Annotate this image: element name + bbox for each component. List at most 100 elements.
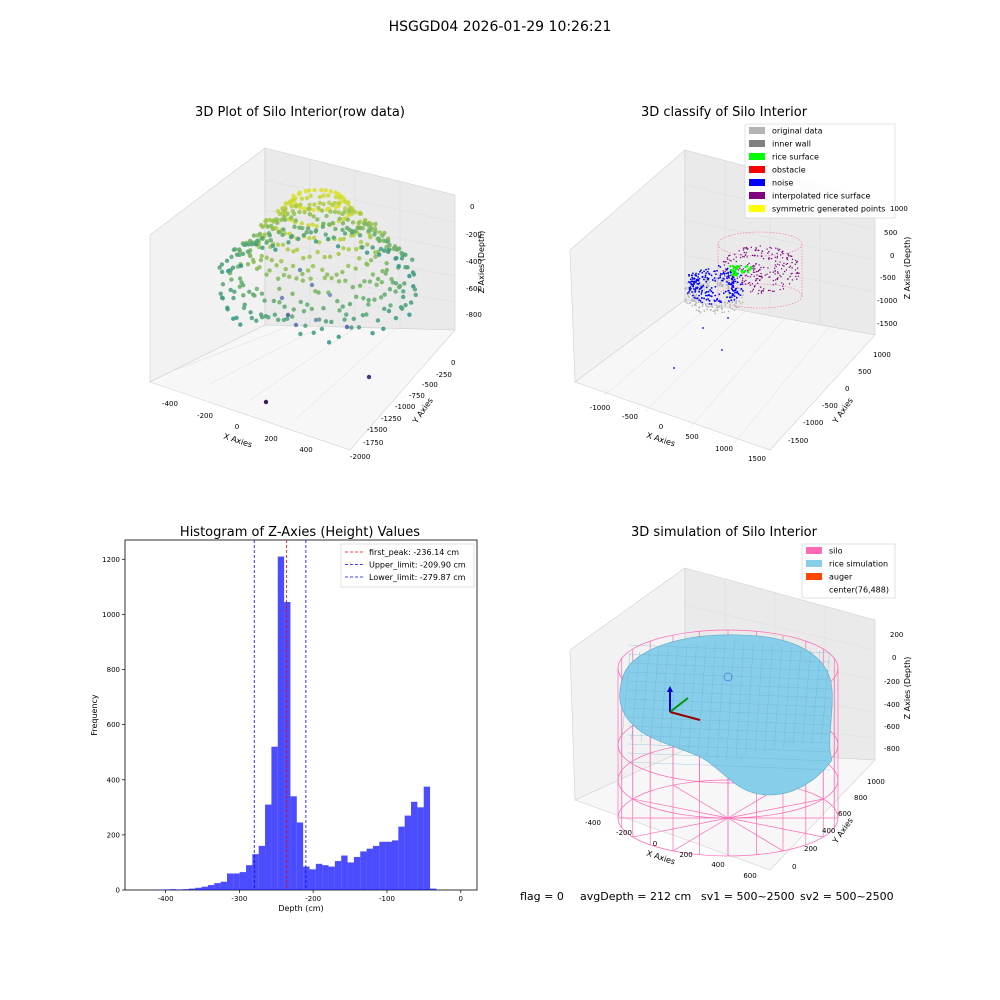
interpolated-point (759, 268, 761, 271)
raw-point (320, 224, 326, 230)
histogram-bar (322, 865, 329, 890)
interpolated-point (745, 274, 748, 276)
raw-point (346, 263, 351, 269)
raw-point (262, 298, 267, 303)
noise-point (736, 290, 739, 293)
histogram-bar (366, 848, 373, 890)
original-point (709, 309, 712, 312)
interpolated-point (796, 260, 798, 263)
raw-point (335, 244, 341, 249)
interpolated-point (743, 256, 745, 258)
histogram-bar (296, 822, 304, 890)
histogram-y-tick: 400 (107, 776, 120, 784)
interpolated-point (775, 265, 777, 268)
original-point (727, 286, 730, 288)
legend-entry: obstacle (772, 166, 806, 175)
interpolated-point (749, 291, 752, 293)
interpolated-point (767, 267, 769, 269)
original-point (731, 307, 733, 310)
interpolated-point (779, 261, 781, 263)
original-point (706, 308, 708, 311)
interpolated-point (785, 269, 788, 271)
raw-point (291, 249, 296, 254)
raw-point (259, 291, 265, 296)
rice-mesh-line (707, 642, 716, 757)
original-point (716, 307, 719, 309)
interpolated-point (730, 260, 732, 262)
original-point (698, 284, 700, 287)
raw-point (264, 255, 269, 260)
noise-point (704, 292, 707, 294)
interpolated-point (752, 271, 755, 273)
raw-point (259, 253, 264, 259)
classify-z-tick: -1500 (877, 320, 897, 328)
noise-point (731, 293, 734, 296)
original-point (728, 279, 730, 282)
rice-surface-point (745, 265, 749, 268)
original-point (701, 305, 704, 308)
original-point (695, 302, 698, 304)
raw-point (326, 340, 332, 345)
raw-point (230, 265, 236, 270)
raw-point (300, 278, 306, 283)
histogram-bar (214, 883, 221, 890)
noise-point (736, 281, 739, 284)
interpolated-point (764, 274, 766, 276)
raw-point (373, 221, 378, 227)
noise-point (718, 299, 720, 302)
interpolated-point (740, 264, 742, 267)
noise-point (714, 279, 717, 282)
histogram-bar (258, 845, 266, 890)
raw-point (380, 269, 385, 274)
original-point (714, 312, 716, 315)
raw-point (330, 202, 335, 208)
raw-point (322, 275, 328, 281)
raw-point (308, 276, 313, 281)
interpolated-point (754, 254, 756, 257)
noise-point (698, 277, 701, 280)
raw-point (412, 287, 418, 292)
noise-point (722, 292, 725, 295)
raw-point (337, 308, 342, 313)
raw-point (304, 196, 310, 201)
raw-point (311, 235, 317, 241)
raw-point (306, 206, 311, 212)
interpolated-point (739, 267, 741, 269)
raw-point (237, 284, 243, 289)
raw-point (232, 289, 237, 294)
noise-point (732, 282, 735, 284)
interpolated-point (782, 288, 785, 290)
raw-point (301, 233, 307, 238)
classify-plot-title: 3D classify of Silo Interior (641, 105, 808, 120)
interpolated-point (771, 290, 774, 292)
histogram-bar (265, 804, 272, 890)
interpolated-point (783, 270, 786, 273)
raw-point (291, 307, 296, 312)
raw-point (263, 399, 269, 405)
classify-x-tick: -500 (622, 413, 638, 421)
raw-point (346, 247, 351, 252)
interpolated-point (780, 254, 782, 256)
interpolated-point (749, 276, 752, 278)
rice-surface-point (735, 273, 739, 276)
original-point (724, 275, 727, 278)
rice-surface-point (734, 269, 737, 272)
raw-point (308, 230, 314, 235)
histogram-bar (207, 885, 215, 890)
histogram-x-tick: -100 (379, 895, 395, 903)
interpolated-point (788, 283, 791, 285)
legend-swatch (749, 166, 765, 173)
raw-point (376, 252, 382, 257)
raw-point (357, 233, 363, 238)
raw-point (264, 240, 269, 245)
raw-point (259, 314, 265, 320)
histogram-bar (195, 887, 202, 890)
raw-point (275, 220, 280, 225)
raw-point (370, 245, 375, 250)
raw-point (381, 326, 386, 332)
interpolated-point (743, 251, 746, 254)
original-point (724, 301, 726, 304)
noise-point (719, 266, 722, 268)
raw-point (297, 225, 302, 230)
interpolated-point (758, 279, 761, 282)
